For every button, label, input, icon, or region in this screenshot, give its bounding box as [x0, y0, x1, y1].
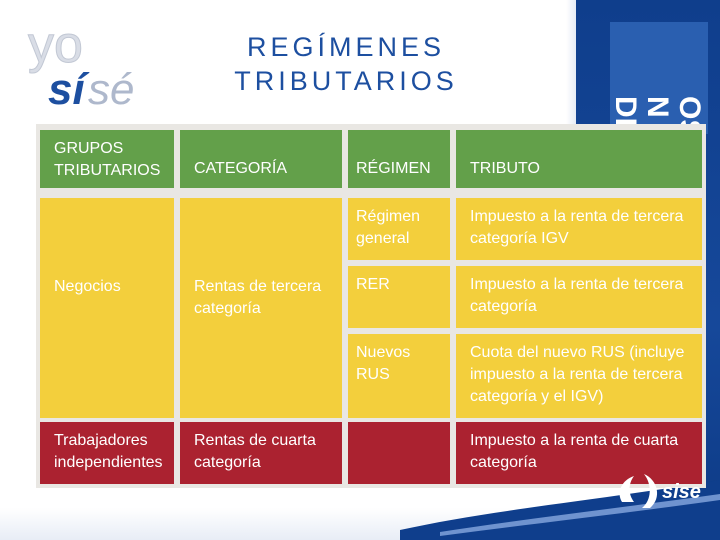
- logo-yo: yo: [28, 16, 83, 74]
- page-title-line1: REGÍMENES: [246, 32, 446, 62]
- background-photo-panel: [610, 22, 708, 134]
- yosise-logo: yo sí sé: [28, 16, 135, 108]
- tributo-regimen-general: Impuesto a la renta de tercera categoría…: [456, 198, 702, 260]
- tributo-rer: Impuesto a la renta de tercera categoría: [456, 266, 702, 328]
- logo-se: sé: [88, 65, 134, 108]
- independientes-grupo: Trabajadores independientes: [40, 422, 174, 484]
- logo-si: sí: [48, 65, 89, 108]
- regimen-rer: RER: [348, 266, 450, 328]
- header-categoria: CATEGORÍA: [180, 130, 342, 188]
- independientes-categoria: Rentas de cuarta categoría: [180, 422, 342, 484]
- independientes-regimen: [348, 422, 450, 484]
- tax-regime-table: GRUPOS TRIBUTARIOS CATEGORÍA RÉGIMEN TRI…: [36, 124, 706, 488]
- negocios-categoria: Rentas de tercera categoría: [180, 198, 342, 418]
- tributo-nuevos-rus: Cuota del nuevo RUS (incluye impuesto a …: [456, 334, 702, 418]
- page-title-line2: TRIBUTARIOS: [234, 66, 458, 96]
- header-regimen: RÉGIMEN: [348, 130, 450, 188]
- negocios-grupo: Negocios: [40, 198, 174, 418]
- independientes-tributo: Impuesto a la renta de cuarta categoría: [456, 422, 702, 484]
- header-grupos: GRUPOS TRIBUTARIOS: [40, 130, 174, 188]
- regimen-general: Régimen general: [348, 198, 450, 260]
- regimen-nuevos-rus: Nuevos RUS: [348, 334, 450, 418]
- page-title: REGÍMENES TRIBUTARIOS: [196, 30, 496, 98]
- sise-footer-text: sise: [662, 481, 701, 503]
- sise-footer-logo: sise: [619, 474, 701, 508]
- header-tributo: TRIBUTO: [456, 130, 702, 188]
